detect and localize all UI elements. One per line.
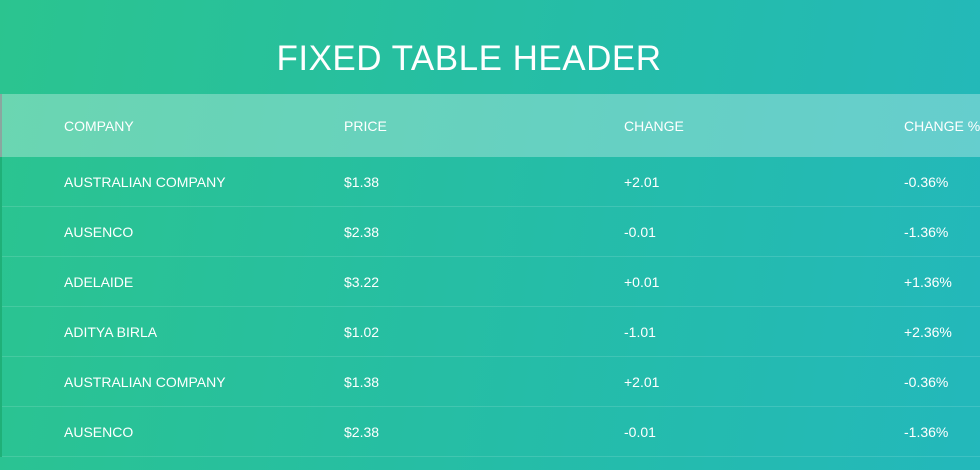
table-row[interactable]: AUSENCO $2.38 -0.01 -1.36% [2, 407, 980, 457]
column-header-change[interactable]: CHANGE [624, 117, 684, 134]
table-row[interactable]: AUSTRALIAN COMPANY $1.38 +2.01 -0.36% [2, 357, 980, 407]
company-cell: ADELAIDE [64, 273, 134, 290]
column-header-price[interactable]: PRICE [344, 117, 387, 134]
change-percent-cell: -1.36% [904, 423, 949, 440]
change-cell: +2.01 [624, 173, 660, 190]
price-cell: $3.22 [344, 273, 380, 290]
change-percent-cell: -0.36% [904, 173, 949, 190]
change-percent-cell: +2.36% [904, 323, 952, 340]
price-cell: $1.38 [344, 173, 380, 190]
change-cell: +2.01 [624, 373, 660, 390]
change-cell: -1.01 [624, 323, 656, 340]
change-cell: -0.01 [624, 423, 656, 440]
table-body[interactable]: AUSTRALIAN COMPANY $1.38 +2.01 -0.36% AU… [0, 157, 980, 457]
table-row[interactable]: AUSENCO $2.38 -0.01 -1.36% [2, 207, 980, 257]
page-title: FIXED TABLE HEADER [276, 39, 662, 78]
company-cell: AUSTRALIAN COMPANY [64, 373, 226, 390]
change-cell: -0.01 [624, 223, 656, 240]
price-cell: $2.38 [344, 423, 380, 440]
company-cell: AUSENCO [64, 223, 134, 240]
column-header-change-percent[interactable]: CHANGE % [904, 117, 980, 134]
price-cell: $2.38 [344, 223, 380, 240]
company-cell: AUSTRALIAN COMPANY [64, 173, 226, 190]
table-row[interactable]: ADELAIDE $3.22 +0.01 +1.36% [2, 257, 980, 307]
table-row[interactable]: AUSTRALIAN COMPANY $1.38 +2.01 -0.36% [2, 157, 980, 207]
change-percent-cell: -1.36% [904, 223, 949, 240]
change-percent-cell: +1.36% [904, 273, 952, 290]
company-cell: ADITYA BIRLA [64, 323, 158, 340]
data-table: COMPANY PRICE CHANGE CHANGE % AUSTRALIAN… [0, 94, 980, 457]
company-cell: AUSENCO [64, 423, 134, 440]
column-header-company[interactable]: COMPANY [64, 117, 134, 134]
table-row[interactable]: ADITYA BIRLA $1.02 -1.01 +2.36% [2, 307, 980, 357]
price-cell: $1.02 [344, 323, 380, 340]
table-header: COMPANY PRICE CHANGE CHANGE % [0, 94, 980, 157]
price-cell: $1.38 [344, 373, 380, 390]
change-cell: +0.01 [624, 273, 660, 290]
change-percent-cell: -0.36% [904, 373, 949, 390]
